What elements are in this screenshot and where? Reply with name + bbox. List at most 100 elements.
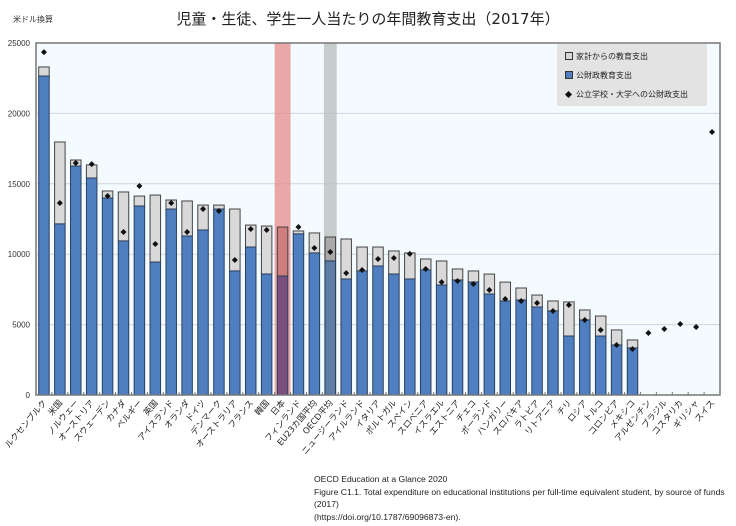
marker-public-institutions: [406, 250, 413, 257]
marker-public-institutions: [549, 307, 556, 314]
marker-public-institutions: [215, 207, 222, 214]
marker-public-institutions: [486, 286, 493, 293]
markers: [40, 49, 716, 352]
bar-household: [594, 315, 607, 337]
bar-public: [149, 261, 162, 396]
marker-public-institutions: [518, 297, 525, 304]
bar-public: [467, 281, 480, 396]
bar-public: [388, 273, 400, 396]
legend-item-public: 公財政教育支出: [565, 69, 632, 81]
bar-public: [260, 273, 273, 396]
y-tick-label: 15000: [8, 180, 31, 189]
marker-public-institutions: [152, 241, 159, 248]
bar-public: [70, 165, 82, 396]
bar-public: [244, 246, 257, 396]
legend: 家計からの教育支出 公財政教育支出 公立学校・大学への公財政支出: [557, 44, 707, 106]
source-note: OECD Education at a Glance 2020 Figure C…: [314, 473, 736, 523]
bar-household: [38, 66, 50, 77]
bar-public: [197, 229, 209, 396]
bar-household: [276, 226, 289, 277]
bar-public: [372, 265, 384, 396]
bar-public: [483, 293, 496, 396]
bar-public: [435, 284, 448, 396]
bar-public: [324, 260, 337, 396]
bar-public: [229, 270, 241, 396]
x-axis-labels: ルクセンブルク米国ノルウェーオーストリアスウェーデンカナダベルギー英国アイスラン…: [3, 397, 718, 456]
bar-household: [54, 141, 66, 225]
legend-label-public: 公財政教育支出: [576, 70, 632, 80]
y-axis-unit-label: 米ドル換算: [13, 15, 53, 24]
legend-item-public-institutions: 公立学校・大学への公財政支出: [564, 88, 688, 100]
bar-public: [85, 177, 98, 396]
marker-public-institutions: [502, 295, 509, 302]
y-tick-label: 25000: [8, 39, 31, 48]
marker-public-institutions: [709, 128, 716, 135]
y-axis-ticks: 0 5000 10000 15000 20000 25000: [8, 39, 31, 400]
bar-public: [181, 235, 193, 396]
marker-public-institutions: [168, 199, 175, 206]
source-line-2: Figure C1.1. Total expenditure on educat…: [314, 486, 725, 510]
marker-public-institutions: [375, 255, 381, 262]
bar-public: [133, 205, 146, 396]
marker-public-institutions: [200, 206, 207, 213]
marker-public-institutions: [120, 228, 127, 235]
plot-frame: [35, 42, 721, 396]
marker-public-institutions: [613, 342, 620, 349]
marker-public-institutions: [343, 270, 350, 277]
bar-public: [213, 208, 225, 396]
bar-public: [404, 278, 416, 396]
bar-public: [626, 347, 639, 396]
bar-household: [133, 195, 146, 207]
bar-public: [515, 299, 527, 396]
legend-label-public-institutions: 公立学校・大学への公財政支出: [576, 89, 688, 99]
chart-title: 児童・生徒、学生一人当たりの年間教育支出（2017年）: [176, 10, 560, 28]
marker-public-institutions: [88, 161, 95, 168]
marker-public-institutions: [629, 345, 636, 352]
marker-public-institutions: [359, 266, 366, 273]
legend-item-household: 家計からの教育支出: [565, 50, 648, 62]
marker-public-institutions: [422, 265, 429, 272]
y-tick-label: 5000: [12, 321, 30, 330]
marker-public-institutions: [247, 225, 254, 232]
marker-public-institutions: [438, 279, 445, 286]
bar-public: [54, 223, 66, 396]
diamond-marker-icon: [564, 90, 573, 98]
legend-label-household: 家計からの教育支出: [576, 51, 648, 61]
marker-public-institutions: [597, 326, 604, 333]
bar-household: [388, 250, 400, 275]
bar-public: [165, 208, 177, 396]
source-line-3: (https://doi.org/10.1787/69096873-en).: [314, 511, 461, 522]
marker-public-institutions: [581, 316, 588, 323]
marker-public-institutions: [454, 277, 461, 284]
bar-public: [499, 300, 512, 396]
marker-public-institutions: [136, 183, 143, 190]
marker-public-institutions: [40, 49, 47, 56]
bar-public: [547, 310, 559, 396]
bar-public: [419, 269, 432, 396]
source-line-1: OECD Education at a Glance 2020: [314, 474, 448, 484]
bar-public: [276, 275, 289, 396]
marker-public-institutions: [56, 199, 63, 206]
marker-public-institutions: [677, 321, 684, 328]
y-tick-label: 20000: [8, 109, 31, 118]
marker-public-institutions: [327, 248, 334, 255]
x-tick-label: ルクセンブルク: [3, 398, 50, 450]
y-tick-label: 0: [26, 391, 31, 400]
legend-swatch-public: [565, 71, 573, 79]
bar-public: [292, 233, 305, 396]
x-tick-label: 韓国: [253, 398, 272, 418]
marker-public-institutions: [693, 323, 700, 330]
bar-household: [149, 194, 162, 263]
bar-public: [563, 335, 575, 396]
bar-public: [356, 270, 368, 396]
bar-public: [340, 278, 352, 396]
marker-public-institutions: [645, 330, 652, 337]
bar-public: [117, 240, 130, 396]
marker-public-institutions: [231, 256, 238, 263]
bar-public: [38, 75, 50, 396]
marker-public-institutions: [295, 224, 302, 231]
marker-public-institutions: [661, 325, 668, 332]
bar-public: [594, 335, 607, 396]
legend-swatch-household: [565, 52, 573, 60]
bar-public: [308, 252, 321, 396]
